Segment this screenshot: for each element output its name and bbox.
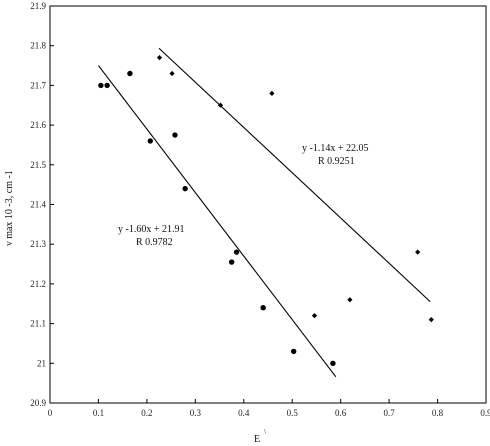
fit-equation-lower: y -1.60x + 21.91: [118, 224, 184, 235]
x-tick-label: 0.1: [93, 408, 104, 418]
data-point: [269, 90, 275, 96]
x-tick-label: 0.4: [238, 408, 250, 418]
data-point: [260, 305, 266, 311]
y-tick-label: 21.6: [30, 120, 46, 130]
data-point: [233, 249, 240, 255]
x-axis-label-superscript: \: [264, 428, 266, 436]
data-points: [98, 55, 434, 366]
y-tick-label: 21.7: [30, 80, 46, 90]
x-axis-label: E: [254, 434, 260, 445]
data-point: [169, 70, 175, 77]
fit-r-upper: R 0.9251: [318, 156, 355, 167]
y-tick-label: 21.1: [30, 319, 46, 329]
data-point: [172, 132, 178, 138]
y-axis-ticks: 20.9 21 21.1 21.2 21.3 21.4 21.5 21.6 21.7 21.8 21…: [30, 1, 54, 408]
fit-line-series-2: [158, 47, 431, 303]
x-tick-label: 0.5: [287, 408, 299, 418]
data-point: [104, 82, 110, 89]
data-point: [415, 249, 421, 255]
data-point: [347, 297, 353, 303]
data-point: [147, 138, 153, 144]
y-tick-label: 21.9: [30, 1, 46, 11]
y-axis-label: ν max 10 -3, cm -1: [4, 170, 15, 246]
x-tick-label: 0.3: [190, 408, 202, 418]
plot-area: [49, 5, 487, 404]
y-tick-label: 21.4: [30, 200, 46, 210]
x-axis-ticks: 0 0.1 0.2 0.3 0.4 0.5 0.6 0.7 0.8 0.9: [48, 399, 490, 418]
y-tick-label: 20.9: [30, 398, 46, 408]
x-tick-label: 0.9: [480, 408, 490, 418]
fit-equation-upper: y -1.14x + 22.05: [302, 143, 368, 154]
x-tick-label: 0.6: [335, 408, 347, 418]
data-point: [330, 360, 336, 366]
data-point: [156, 55, 163, 61]
y-tick-label: 21: [37, 358, 46, 368]
annotations: y -1.60x + 21.91 R 0.9782 y -1.14x + 22.…: [118, 143, 368, 248]
y-tick-label: 21.8: [30, 41, 46, 51]
fit-r-lower: R 0.9782: [136, 237, 173, 248]
data-point: [98, 82, 104, 89]
y-tick-label: 21.2: [30, 279, 46, 289]
data-point: [290, 348, 297, 355]
x-tick-label: 0.2: [141, 408, 152, 418]
data-point: [311, 313, 318, 319]
y-tick-label: 21.3: [30, 239, 46, 249]
x-tick-label: 0.8: [432, 408, 444, 418]
x-tick-label: 0: [48, 408, 53, 418]
x-tick-label: 0.7: [383, 408, 395, 418]
data-point: [182, 185, 188, 192]
data-point: [127, 70, 133, 77]
data-point: [228, 259, 235, 265]
data-point: [428, 317, 434, 323]
y-tick-label: 21.5: [30, 160, 46, 170]
data-point: [217, 102, 224, 108]
fit-line-series-1: [98, 65, 337, 378]
regression-lines: [98, 47, 431, 378]
